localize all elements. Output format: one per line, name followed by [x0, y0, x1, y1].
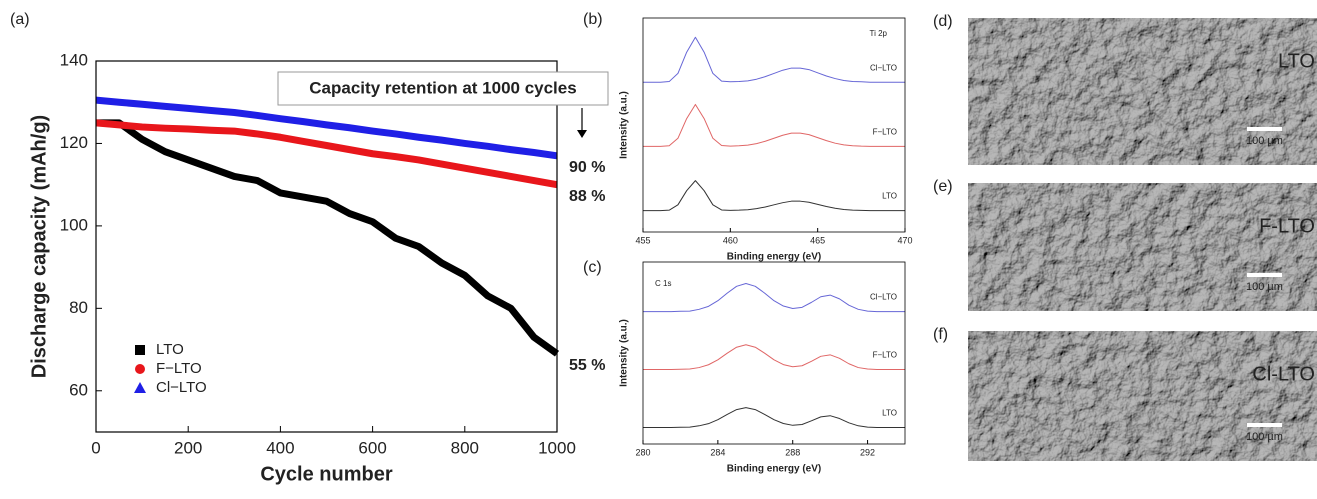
- x-tick-label: 400: [266, 438, 294, 457]
- legend-marker: [135, 364, 145, 374]
- series-label: LTO: [882, 409, 897, 418]
- x-tick-label: 280: [635, 447, 650, 457]
- series-line: [95, 119, 558, 189]
- sample-label: LTO: [1278, 50, 1315, 72]
- panel-label: (a): [10, 11, 30, 28]
- series-line: [96, 119, 560, 357]
- x-axis-label: Binding energy (eV): [727, 252, 821, 263]
- x-tick-label: 800: [451, 438, 479, 457]
- x-axis-label: Cycle number: [260, 463, 392, 485]
- legend-label: Cl−LTO: [156, 379, 207, 396]
- sem-image: [968, 183, 1317, 311]
- annotation: C 1s: [655, 279, 671, 288]
- x-tick-label: 470: [897, 235, 912, 245]
- arrow-head: [577, 130, 587, 138]
- x-axis-label: Binding energy (eV): [727, 464, 821, 475]
- series-label: LTO: [882, 192, 897, 201]
- retention-label: 55 %: [569, 357, 605, 374]
- series-line: [643, 344, 905, 371]
- legend-marker: [134, 382, 146, 393]
- plot-frame: [95, 60, 558, 433]
- scale-label: 100 µm: [1246, 281, 1283, 293]
- retention-label: 90 %: [569, 159, 605, 176]
- series-label: Cl−LTO: [870, 63, 897, 72]
- x-tick-label: 465: [810, 235, 825, 245]
- panel-label: (f): [933, 326, 948, 343]
- x-tick-label: 288: [785, 447, 800, 457]
- y-axis-label: Discharge capacity (mAh/g): [28, 115, 50, 378]
- annotation-box: [277, 71, 609, 106]
- series-line: [95, 96, 558, 160]
- plot-frame: [642, 17, 906, 233]
- y-tick-label: 80: [69, 298, 88, 317]
- x-tick-label: 455: [635, 235, 650, 245]
- panel-label: (b): [583, 11, 603, 28]
- y-tick-label: 60: [69, 380, 88, 399]
- y-tick-label: 120: [60, 133, 88, 152]
- series-line: [643, 407, 905, 428]
- series-label: F−LTO: [873, 128, 897, 137]
- scale-label: 100 µm: [1246, 135, 1283, 147]
- annotation: Capacity retention at 1000 cycles: [309, 78, 576, 97]
- sem-image: [968, 331, 1317, 461]
- x-tick-label: 600: [358, 438, 386, 457]
- y-axis-label: Intensity (a.u.): [619, 319, 630, 387]
- panel-label: (d): [933, 13, 953, 30]
- scale-label: 100 µm: [1246, 431, 1283, 443]
- y-tick-label: 140: [60, 50, 88, 69]
- sample-label: F-LTO: [1259, 215, 1315, 237]
- legend-marker: [135, 345, 145, 355]
- series-line: [643, 283, 905, 313]
- series-label: Cl−LTO: [870, 293, 897, 302]
- sample-label: Cl-LTO: [1252, 363, 1315, 385]
- legend-label: F−LTO: [156, 360, 202, 377]
- sem-image: [968, 18, 1317, 165]
- series-line: [643, 180, 905, 212]
- panel-label: (c): [583, 259, 602, 276]
- panel-label: (e): [933, 178, 953, 195]
- legend-label: LTO: [156, 341, 184, 358]
- series-line: [643, 36, 905, 83]
- x-tick-label: 292: [860, 447, 875, 457]
- y-tick-label: 100: [60, 215, 88, 234]
- x-tick-label: 284: [710, 447, 725, 457]
- retention-label: 88 %: [569, 188, 605, 205]
- x-tick-label: 460: [723, 235, 738, 245]
- x-tick-label: 0: [91, 438, 100, 457]
- x-tick-label: 200: [174, 438, 202, 457]
- y-axis-label: Intensity (a.u.): [619, 91, 630, 159]
- x-tick-label: 1000: [538, 438, 576, 457]
- annotation: Ti 2p: [870, 29, 888, 38]
- series-label: F−LTO: [873, 351, 897, 360]
- series-line: [643, 103, 905, 147]
- plot-frame: [642, 261, 906, 445]
